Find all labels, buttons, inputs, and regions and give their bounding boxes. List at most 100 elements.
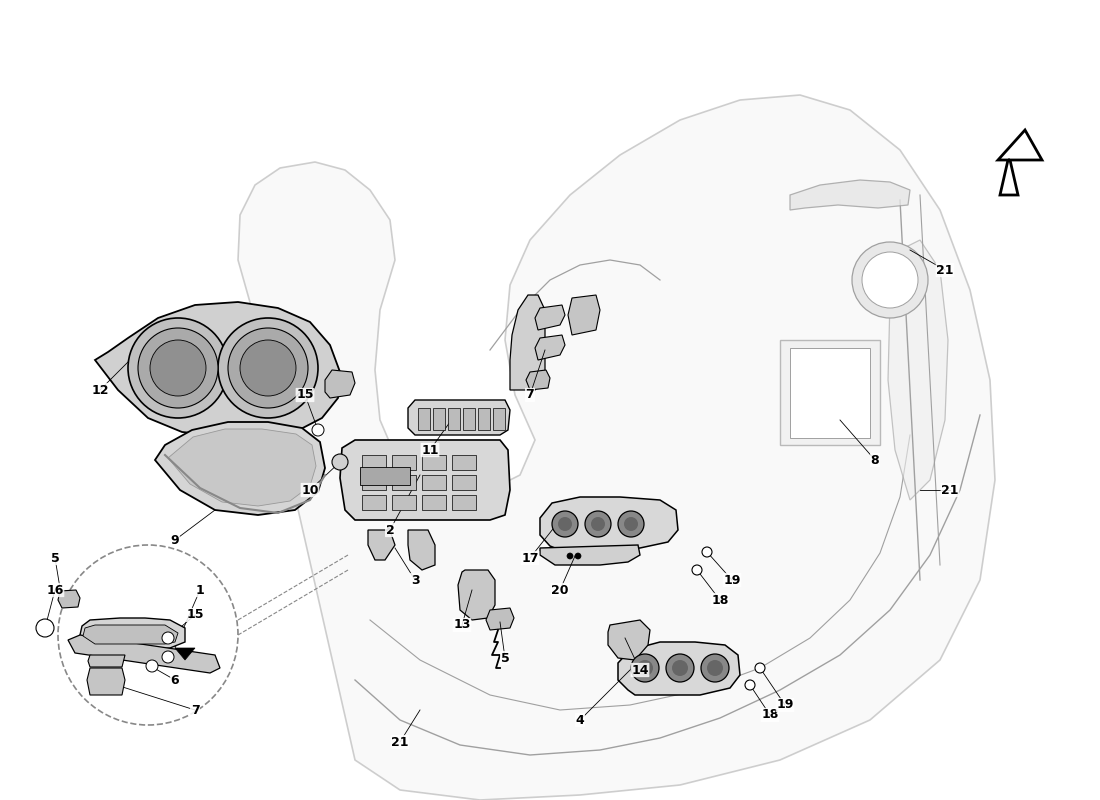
Bar (433, 408, 446, 430)
Polygon shape (888, 240, 948, 500)
Text: 17: 17 (521, 551, 539, 565)
Circle shape (637, 660, 653, 676)
Polygon shape (618, 642, 740, 695)
Circle shape (585, 511, 611, 537)
Polygon shape (526, 370, 550, 390)
Text: 15: 15 (186, 609, 204, 622)
Polygon shape (608, 620, 650, 660)
Circle shape (36, 619, 54, 637)
Circle shape (618, 511, 644, 537)
Polygon shape (88, 655, 125, 667)
Text: 18: 18 (761, 709, 779, 722)
Circle shape (240, 340, 296, 396)
Text: 20: 20 (551, 583, 569, 597)
Polygon shape (535, 305, 565, 330)
Polygon shape (535, 335, 565, 360)
Bar (392, 455, 416, 470)
Polygon shape (324, 370, 355, 398)
Circle shape (312, 424, 324, 436)
Circle shape (852, 242, 928, 318)
Polygon shape (540, 545, 640, 565)
Text: 21: 21 (942, 483, 959, 497)
Circle shape (702, 547, 712, 557)
Circle shape (707, 660, 723, 676)
Bar (418, 408, 430, 430)
Text: 15: 15 (296, 389, 314, 402)
Bar (362, 455, 386, 470)
Circle shape (150, 340, 206, 396)
Bar (452, 455, 476, 470)
Text: 21: 21 (392, 735, 409, 749)
Bar (362, 495, 386, 510)
Bar (422, 475, 446, 490)
Polygon shape (510, 295, 544, 390)
Polygon shape (780, 340, 880, 445)
Bar (463, 408, 475, 430)
Bar (360, 467, 410, 485)
Polygon shape (540, 497, 678, 550)
Circle shape (218, 318, 318, 418)
Bar (448, 408, 460, 430)
Circle shape (566, 553, 573, 559)
Polygon shape (87, 668, 125, 695)
Circle shape (862, 252, 918, 308)
Bar (452, 495, 476, 510)
Text: 5: 5 (500, 651, 509, 665)
Bar (362, 475, 386, 490)
Circle shape (745, 680, 755, 690)
Bar (478, 408, 490, 430)
Circle shape (146, 660, 158, 672)
Bar (422, 495, 446, 510)
Text: 9: 9 (170, 534, 179, 546)
Text: 5: 5 (51, 551, 59, 565)
Circle shape (755, 663, 764, 673)
Text: 13: 13 (453, 618, 471, 631)
Circle shape (552, 511, 578, 537)
Polygon shape (168, 429, 316, 506)
Text: 7: 7 (526, 389, 535, 402)
Circle shape (58, 545, 238, 725)
Polygon shape (568, 295, 600, 335)
Text: 12: 12 (91, 383, 109, 397)
Bar (392, 495, 416, 510)
Text: 8: 8 (871, 454, 879, 466)
Circle shape (701, 654, 729, 682)
Circle shape (162, 632, 174, 644)
Circle shape (332, 454, 348, 470)
Circle shape (591, 517, 605, 531)
Polygon shape (486, 608, 514, 630)
Circle shape (631, 654, 659, 682)
Polygon shape (458, 570, 495, 620)
Circle shape (228, 328, 308, 408)
Polygon shape (68, 635, 220, 673)
Circle shape (162, 651, 174, 663)
Text: 19: 19 (777, 698, 794, 711)
Bar (493, 408, 505, 430)
Text: 1: 1 (196, 583, 205, 597)
Circle shape (558, 517, 572, 531)
Text: 16: 16 (46, 583, 64, 597)
Polygon shape (175, 648, 195, 660)
Text: 4: 4 (575, 714, 584, 726)
Bar (422, 455, 446, 470)
Circle shape (692, 565, 702, 575)
Polygon shape (368, 525, 395, 560)
Polygon shape (340, 440, 510, 520)
Circle shape (138, 328, 218, 408)
Circle shape (672, 660, 688, 676)
Circle shape (666, 654, 694, 682)
Polygon shape (790, 180, 910, 210)
Text: 10: 10 (301, 483, 319, 497)
Polygon shape (408, 530, 435, 570)
Polygon shape (790, 348, 870, 438)
Text: 2: 2 (386, 523, 395, 537)
Text: 14: 14 (631, 663, 649, 677)
Text: 11: 11 (421, 443, 439, 457)
Circle shape (624, 517, 638, 531)
Polygon shape (155, 422, 324, 515)
Polygon shape (82, 625, 178, 644)
Circle shape (575, 553, 581, 559)
Text: 3: 3 (410, 574, 419, 586)
Text: 18: 18 (712, 594, 728, 606)
Bar (452, 475, 476, 490)
